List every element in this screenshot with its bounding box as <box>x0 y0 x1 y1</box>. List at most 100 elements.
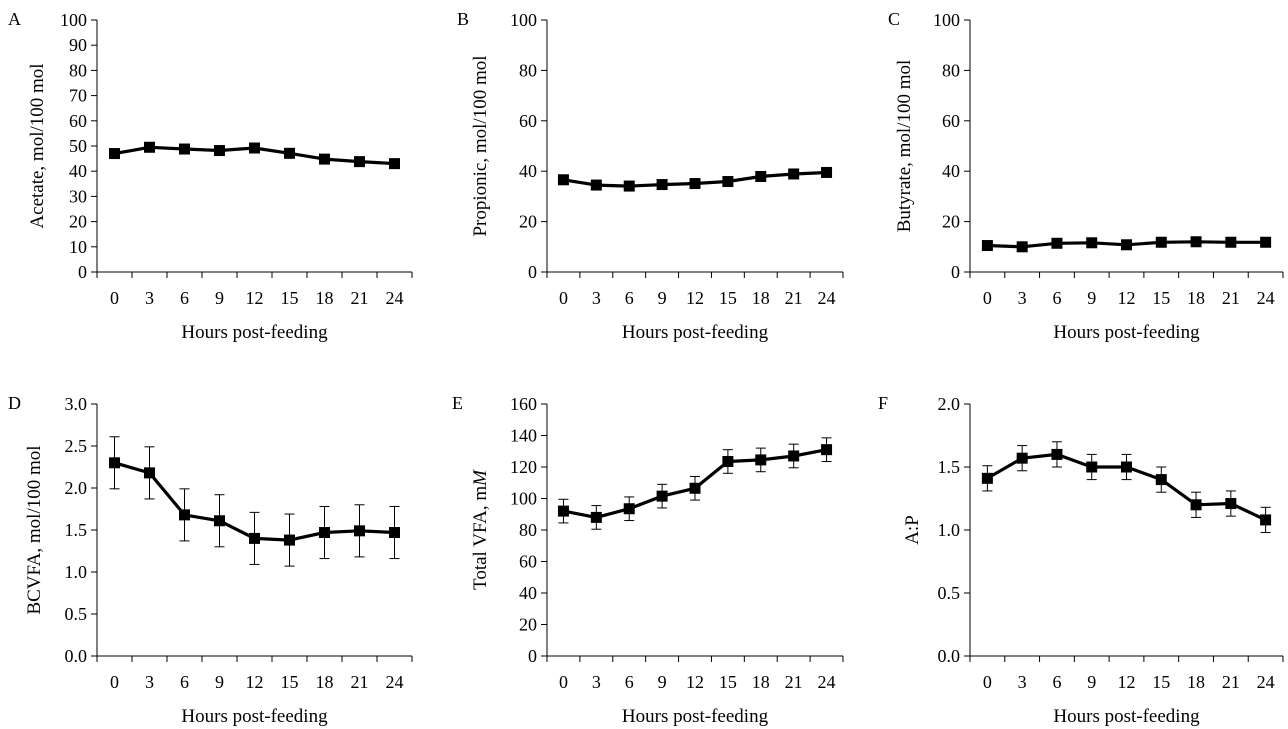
x-tick-label: 3 <box>1018 288 1027 308</box>
x-tick-label: 24 <box>386 672 404 692</box>
x-axis-title: Hours post-feeding <box>622 706 769 727</box>
x-tick-label: 24 <box>1257 672 1275 692</box>
data-point <box>624 503 635 514</box>
x-tick-label: 15 <box>719 288 737 308</box>
x-tick-label: 15 <box>281 672 299 692</box>
y-axis-title: Total VFA, mM <box>470 469 491 590</box>
y-tick-label: 80 <box>519 520 537 540</box>
x-tick-label: 15 <box>1152 288 1170 308</box>
y-tick-label: 3.0 <box>65 394 88 414</box>
y-tick-label: 0 <box>951 262 960 282</box>
data-point <box>722 176 733 187</box>
data-point <box>319 154 330 165</box>
y-tick-label: 10 <box>69 237 87 257</box>
y-tick-label: 1.0 <box>65 562 88 582</box>
y-tick-label: 20 <box>69 212 87 232</box>
x-tick-label: 24 <box>818 288 836 308</box>
x-tick-label: 12 <box>686 672 704 692</box>
x-tick-label: 21 <box>785 672 803 692</box>
y-tick-label: 60 <box>942 111 960 131</box>
y-tick-label: 60 <box>519 552 537 572</box>
x-tick-label: 12 <box>246 288 264 308</box>
y-tick-label: 80 <box>942 60 960 80</box>
chart-panel-a: A 0 10 20 30 40 50 60 70 80 90 100 0 3 6 9 12 15 18 21 24 Hou… <box>8 9 412 343</box>
data-point <box>1121 462 1132 473</box>
data-point <box>1225 498 1236 509</box>
data-point <box>558 506 569 517</box>
data-point <box>389 527 400 538</box>
y-tick-label: 50 <box>69 136 87 156</box>
x-tick-label: 21 <box>1222 288 1240 308</box>
x-tick-label: 12 <box>246 672 264 692</box>
x-tick-label: 9 <box>658 672 667 692</box>
panel-letter: B <box>457 9 469 29</box>
data-point <box>755 171 766 182</box>
x-tick-label: 6 <box>625 288 634 308</box>
data-point <box>788 168 799 179</box>
x-tick-label: 18 <box>316 288 334 308</box>
x-tick-label: 18 <box>1187 672 1205 692</box>
data-point <box>144 467 155 478</box>
data-point <box>144 142 155 153</box>
y-axis-title: A:P <box>902 515 923 545</box>
y-axis-title: Acetate, mol/100 mol <box>27 63 48 228</box>
y-tick-label: 40 <box>69 161 87 181</box>
x-tick-label: 6 <box>625 672 634 692</box>
data-point <box>319 527 330 538</box>
y-tick-label: 60 <box>519 111 537 131</box>
data-point <box>1191 236 1202 247</box>
y-tick-label: 1.0 <box>938 520 961 540</box>
data-point <box>821 444 832 455</box>
data-point <box>591 180 602 191</box>
data-point <box>249 143 260 154</box>
x-tick-label: 9 <box>1087 288 1096 308</box>
data-point <box>690 483 701 494</box>
y-tick-label: 20 <box>519 212 537 232</box>
x-tick-label: 24 <box>818 672 836 692</box>
y-tick-label: 0.0 <box>65 646 88 666</box>
y-tick-label: 60 <box>69 111 87 131</box>
data-point <box>214 515 225 526</box>
y-tick-label: 100 <box>60 10 87 30</box>
x-axis-title: Hours post-feeding <box>1053 322 1200 343</box>
data-point <box>1260 514 1271 525</box>
x-tick-label: 0 <box>559 672 568 692</box>
data-point <box>1017 241 1028 252</box>
data-point <box>982 473 993 484</box>
x-tick-label: 15 <box>1152 672 1170 692</box>
x-tick-label: 3 <box>592 672 601 692</box>
x-tick-label: 3 <box>1018 672 1027 692</box>
chart-panel-c: C 0 20 40 60 80 100 0 3 6 9 12 15 18 21 24 Hours post-fe… <box>888 9 1283 343</box>
y-axis-title: Propionic, mol/100 mol <box>470 55 491 236</box>
data-point <box>558 174 569 185</box>
x-tick-label: 18 <box>752 672 770 692</box>
data-point <box>1156 237 1167 248</box>
x-tick-label: 21 <box>351 672 369 692</box>
data-point <box>591 512 602 523</box>
data-point <box>755 454 766 465</box>
data-point <box>249 533 260 544</box>
y-axis-title: Butyrate, mol/100 mol <box>894 60 915 233</box>
data-point <box>1017 453 1028 464</box>
y-tick-label: 40 <box>942 161 960 181</box>
data-point <box>109 148 120 159</box>
x-tick-label: 15 <box>719 672 737 692</box>
data-point <box>1051 238 1062 249</box>
data-point <box>1086 462 1097 473</box>
x-tick-label: 18 <box>316 672 334 692</box>
x-tick-label: 15 <box>281 288 299 308</box>
y-tick-label: 70 <box>69 86 87 106</box>
x-tick-label: 0 <box>983 672 992 692</box>
y-tick-label: 100 <box>510 10 537 30</box>
data-point <box>109 457 120 468</box>
panel-letter: D <box>8 393 21 413</box>
y-tick-label: 90 <box>69 35 87 55</box>
x-tick-label: 0 <box>110 288 119 308</box>
data-point <box>690 178 701 189</box>
data-point <box>982 240 993 251</box>
x-axis-title: Hours post-feeding <box>622 322 769 343</box>
chart-panel-e: E 0 20 40 60 80 100 120 140 160 0 3 6 9 12 15 18 21 24 Hour… <box>452 393 843 727</box>
x-tick-label: 6 <box>1052 288 1061 308</box>
data-point <box>284 535 295 546</box>
data-point <box>657 491 668 502</box>
